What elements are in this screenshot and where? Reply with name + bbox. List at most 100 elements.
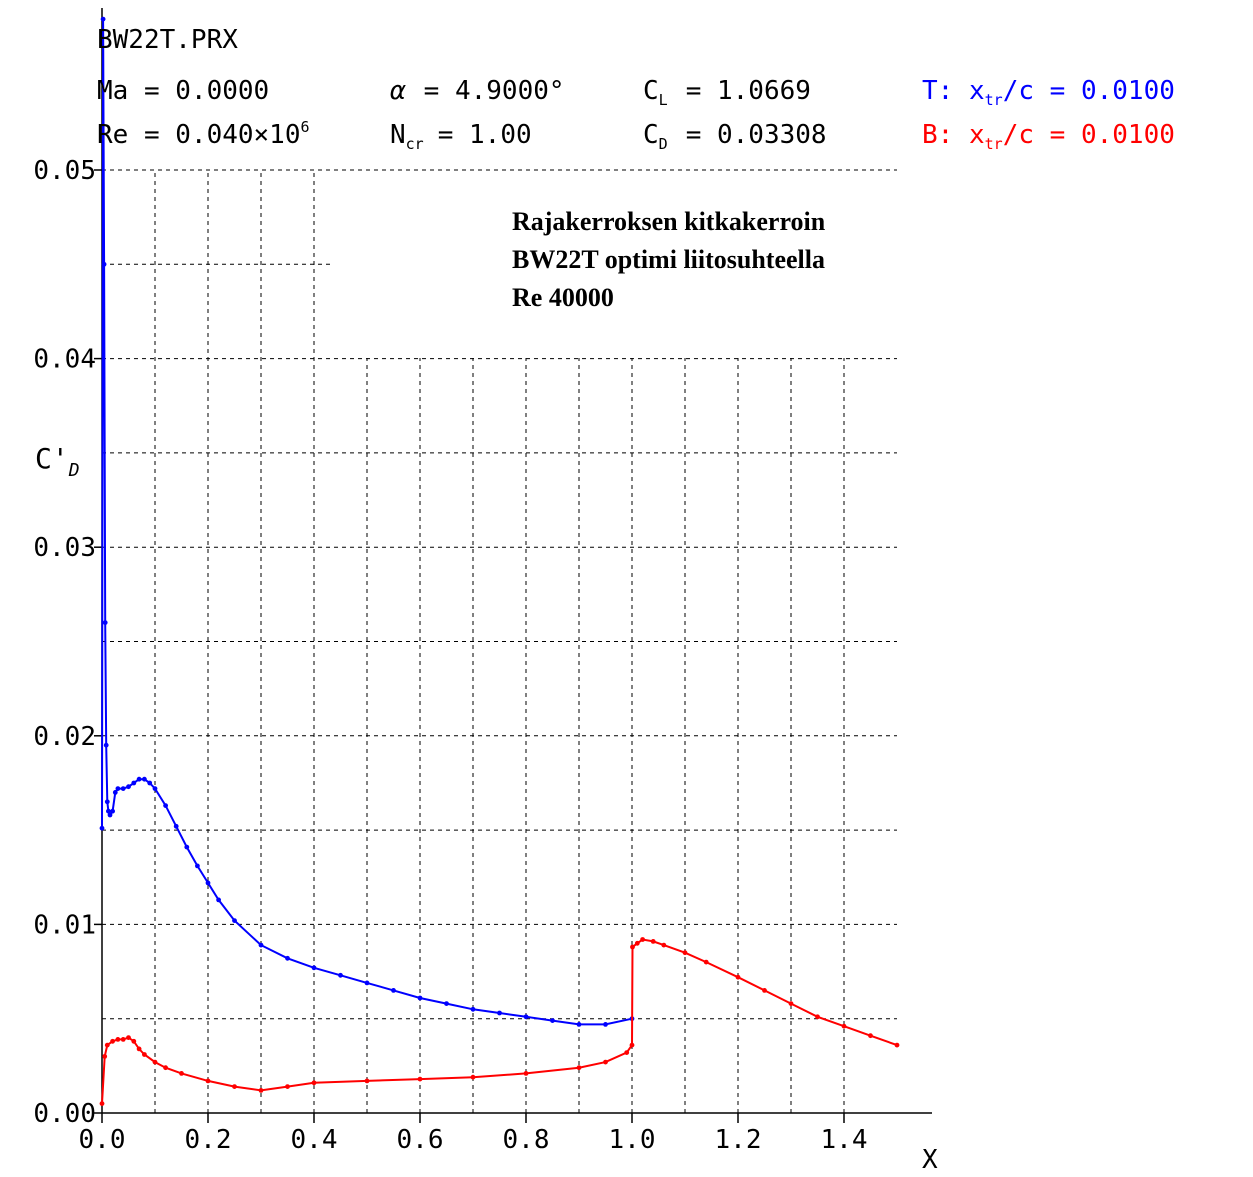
series-top-point	[112, 790, 118, 795]
series-bottom-point	[285, 1084, 290, 1089]
x-tick-label: 0.2	[185, 1125, 232, 1155]
series-bottom-point	[179, 1071, 184, 1076]
cd-letter: C	[643, 120, 659, 150]
series-top-point	[364, 980, 370, 986]
bottom-value: /c = 0.0100	[1003, 120, 1175, 150]
series-bottom-point	[232, 1084, 237, 1089]
y-axis-label-sub: D	[68, 460, 80, 481]
series-bottom-point	[682, 950, 688, 956]
series-bottom-point	[364, 1078, 370, 1084]
y-axis-label-main: C'	[35, 442, 69, 475]
ncr-letter: N	[390, 120, 406, 150]
series-bottom-point	[417, 1076, 423, 1082]
cl-letter: C	[643, 76, 659, 106]
series-top-point	[104, 799, 110, 805]
series-top-point	[136, 776, 142, 782]
series-top-point	[142, 776, 147, 782]
annotation-line-1: Rajakerroksen kitkakerroin	[512, 207, 826, 236]
ncr-sub: cr	[406, 135, 424, 153]
top-value: /c = 0.0100	[1003, 76, 1175, 106]
series-bottom-line	[101, 938, 898, 1104]
series-top-point	[497, 1010, 502, 1016]
series-top-point	[115, 786, 121, 791]
bottom-sub: tr	[985, 135, 1003, 153]
series-bottom-point	[99, 1101, 105, 1106]
series-bottom-point	[603, 1059, 608, 1065]
series-bottom-point	[815, 1014, 820, 1020]
series-bottom-point	[629, 1042, 635, 1048]
x-tick-label: 0.4	[291, 1125, 338, 1155]
series-top-point	[232, 918, 237, 923]
series-top-point	[99, 825, 105, 831]
x-tick-label: 0.8	[503, 1125, 550, 1155]
cd-value: = 0.03308	[686, 120, 827, 150]
series-bottom-point	[788, 1001, 794, 1006]
series-bottom-point	[868, 1033, 873, 1039]
series-top-point	[103, 742, 109, 748]
series-bottom-point	[576, 1065, 582, 1071]
cd-sub: D	[659, 135, 668, 153]
series-bottom-point	[110, 1038, 115, 1044]
cd-label: CD = 0.03308	[643, 120, 827, 153]
series-top-point	[120, 786, 126, 791]
bottom-transition-label: B: xtr/c = 0.0100	[922, 120, 1175, 153]
series-top-point	[470, 1006, 476, 1012]
alpha-label: α = 4.9000°	[390, 76, 565, 106]
y-axis-label: C'D	[35, 442, 80, 481]
series-bottom-point	[120, 1037, 126, 1042]
series-top-point	[258, 942, 264, 948]
y-tick-label: 0.05	[33, 156, 96, 186]
annotation-line-2: BW22T optimi liitosuhteella	[512, 245, 825, 274]
series-top-point	[100, 16, 106, 22]
series-top-point	[147, 780, 153, 786]
x-tick-label: 0.0	[79, 1125, 126, 1155]
ncr-value: = 1.00	[438, 120, 532, 150]
series-top-point	[523, 1014, 529, 1020]
series-bottom-point	[640, 937, 645, 942]
alpha-value: = 4.9000°	[424, 76, 565, 106]
series-bottom-point	[152, 1059, 158, 1065]
mach-label: Ma = 0.0000	[97, 76, 269, 106]
series-top-point	[550, 1018, 555, 1023]
series-top-point	[107, 812, 113, 818]
series-top-point	[131, 780, 137, 786]
series-bottom-point	[126, 1035, 131, 1040]
ncr-label: Ncr = 1.00	[390, 120, 532, 153]
cl-value: = 1.0669	[686, 76, 811, 106]
filename-label: BW22T.PRX	[97, 25, 238, 55]
series-bottom-point	[131, 1038, 137, 1044]
top-prefix: T: x	[922, 76, 985, 106]
series-bottom-point	[661, 942, 667, 948]
annotation-line-3: Re 40000	[512, 283, 614, 312]
series-bottom-point	[142, 1052, 147, 1057]
y-tick-label: 0.04	[33, 345, 96, 375]
series-bottom-point	[735, 974, 741, 980]
series-top-point	[391, 988, 396, 993]
series-bottom-point	[102, 1054, 108, 1059]
series-top-point	[444, 1001, 449, 1006]
y-tick-label: 0.01	[33, 910, 96, 940]
series-top-point	[173, 823, 179, 829]
series-bottom-point	[115, 1037, 121, 1042]
x-tick-labels: 0.0 0.2 0.4 0.6 0.8 1.0 1.2 1.4	[79, 1113, 868, 1155]
series-top-point	[152, 786, 158, 791]
series-top-point	[163, 803, 169, 808]
y-tick-label: 0.00	[33, 1099, 96, 1129]
series-top-point	[110, 808, 115, 814]
x-tick-label: 1.2	[715, 1125, 762, 1155]
series-bottom-point	[104, 1042, 110, 1048]
reynolds-exp: 6	[301, 118, 310, 136]
series-top-point	[285, 955, 290, 961]
series-bottom-point	[163, 1065, 169, 1071]
series-top-point	[417, 995, 423, 1001]
cl-sub: L	[659, 91, 668, 109]
series-bottom-point	[630, 944, 635, 950]
series-top-point	[102, 620, 108, 625]
series-bottom-point	[894, 1042, 900, 1048]
series-top-point	[195, 863, 200, 869]
x-tick-label: 1.4	[821, 1125, 868, 1155]
series-bottom-point	[624, 1050, 630, 1055]
top-sub: tr	[985, 91, 1003, 109]
reynolds-text: Re = 0.040×10	[97, 120, 301, 150]
